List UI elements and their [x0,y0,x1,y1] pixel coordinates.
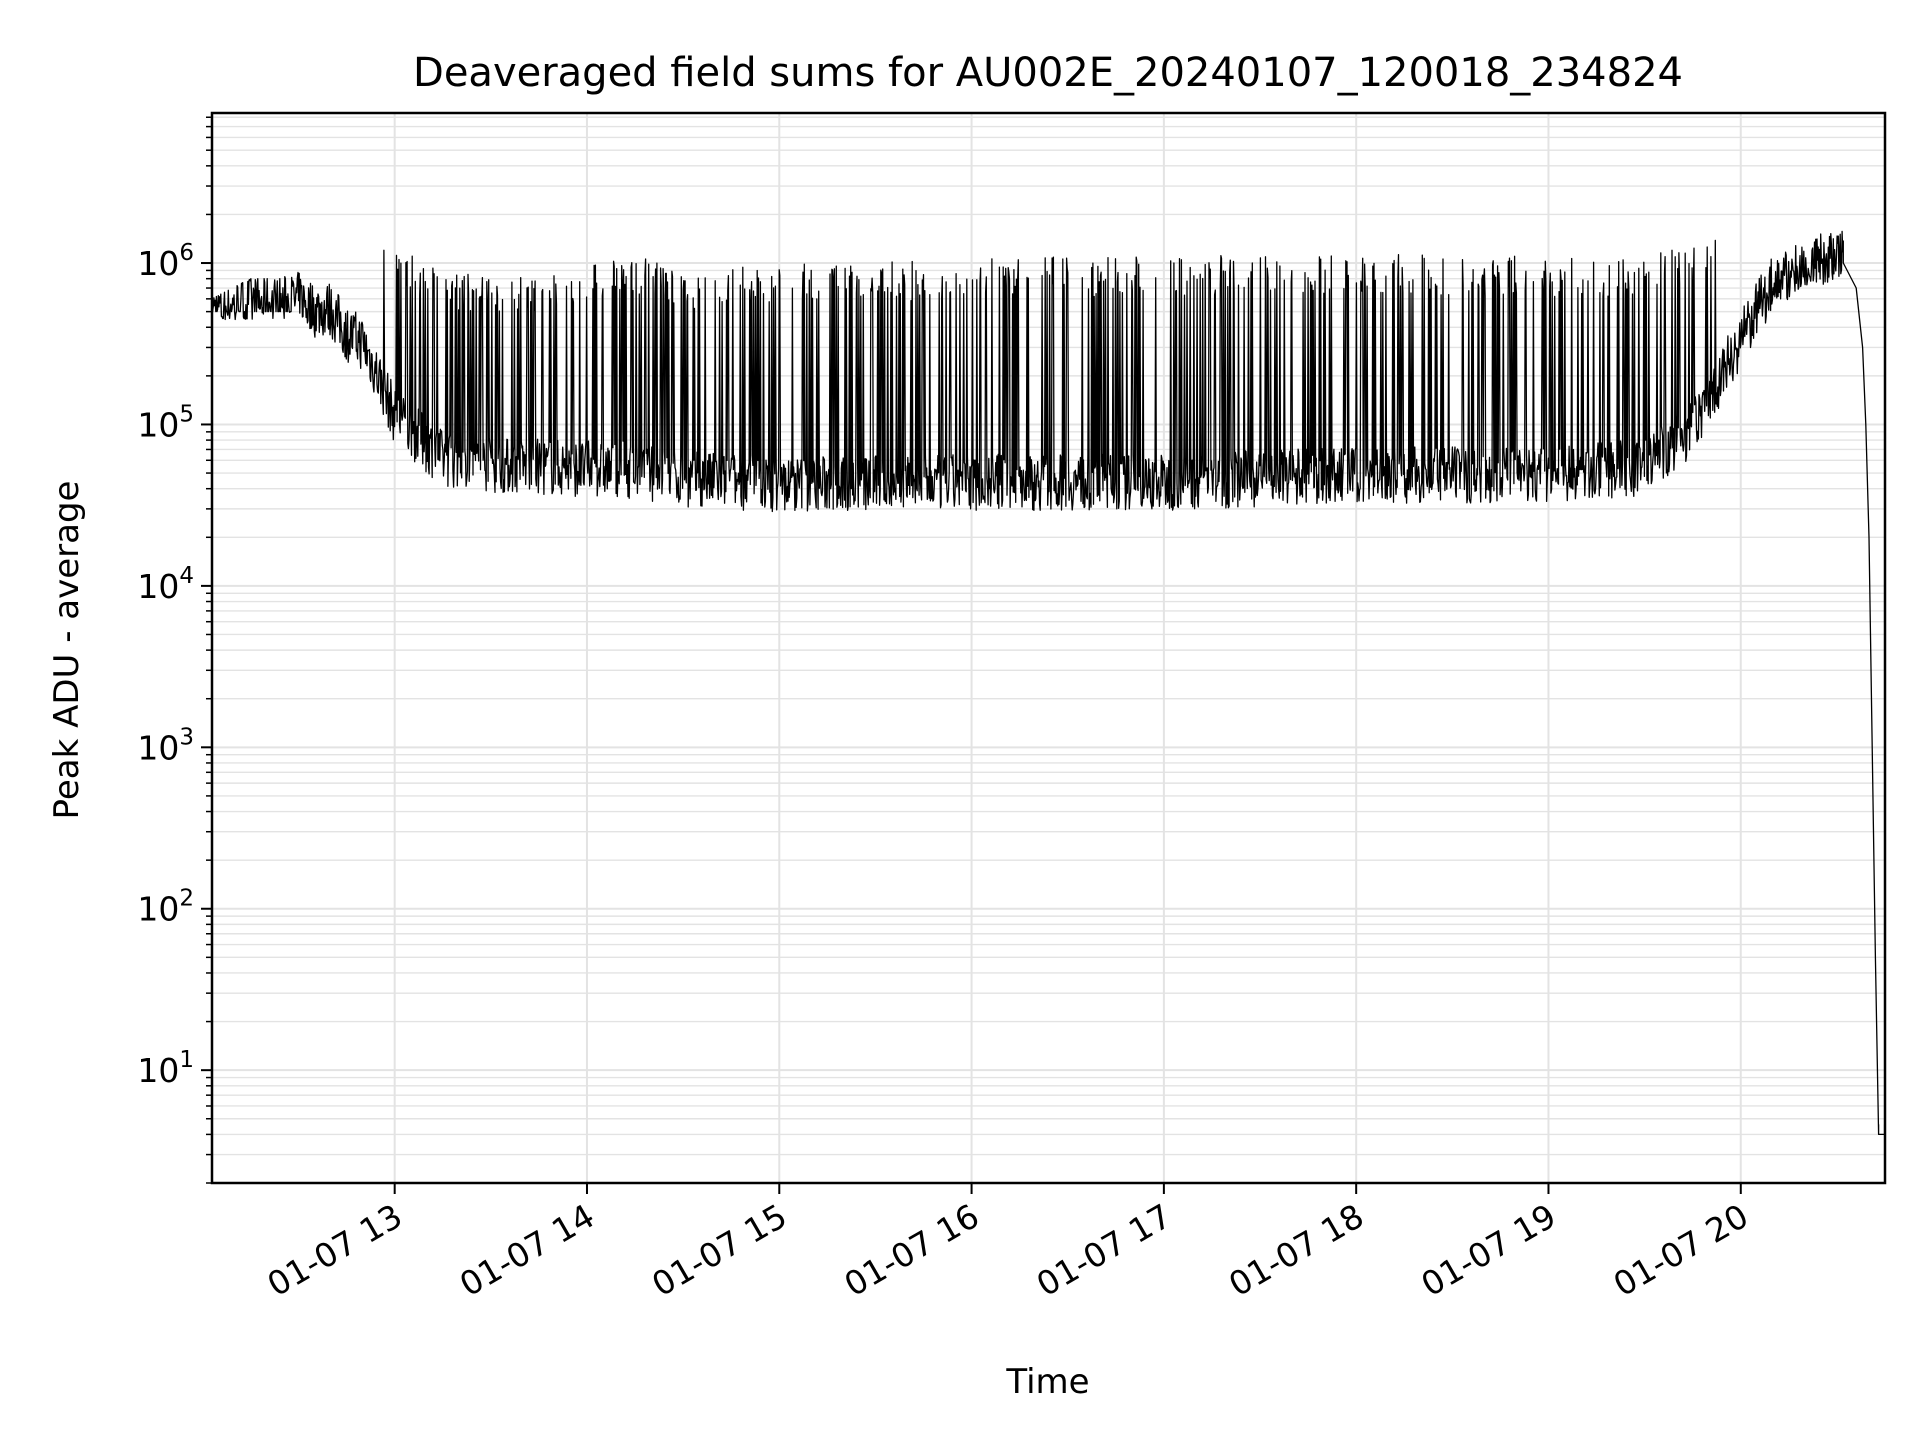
series-line [211,230,1886,1136]
x-tick-label: 01-07 16 [838,1196,986,1304]
y-tick-label: 101 [137,1047,194,1090]
x-tick-label: 01-07 13 [261,1196,409,1304]
grid [212,113,1885,1184]
plot-frame [210,111,1887,1185]
x-tick-label: 01-07 15 [645,1196,793,1304]
y-axis-label: Peak ADU - average [47,481,87,820]
x-tick-label: 01-07 19 [1414,1196,1562,1304]
data-series [211,230,1886,1136]
chart-title: Deaveraged field sums for AU002E_2024010… [413,50,1683,96]
x-tick-label: 01-07 18 [1222,1196,1370,1304]
y-tick-label: 106 [137,240,194,283]
y-tick-label: 102 [137,886,194,929]
x-axis-label: Time [1005,1362,1089,1402]
y-tick-label: 103 [137,724,194,767]
x-tick-label: 01-07 17 [1030,1196,1178,1304]
x-tick-label: 01-07 20 [1607,1196,1755,1304]
y-tick-label: 104 [137,563,194,606]
y-tick-label: 105 [137,401,194,444]
x-tick-label: 01-07 14 [453,1196,601,1304]
